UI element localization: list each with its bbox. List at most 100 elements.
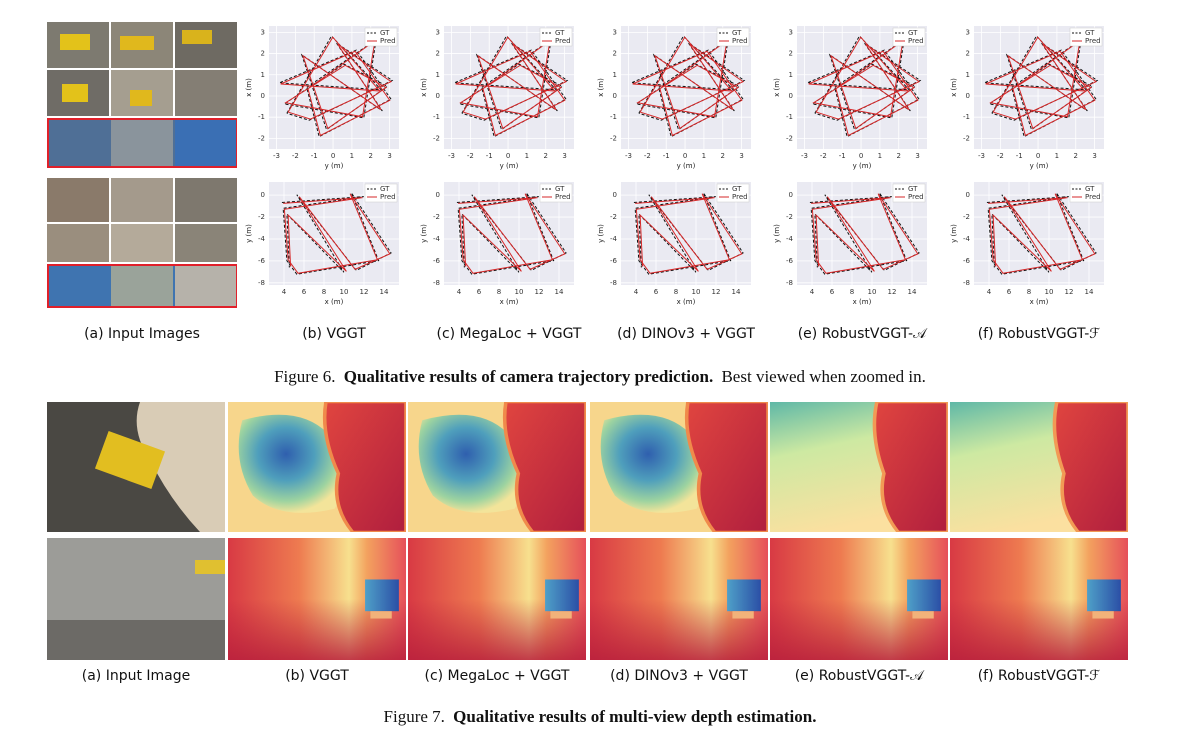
legend-label: GT (732, 185, 742, 193)
x-tick-label: 14 (1085, 288, 1094, 296)
y-tick-label: 3 (789, 28, 793, 36)
y-tick-label: -6 (786, 257, 794, 265)
x-tick-label: 2 (369, 152, 373, 160)
column-label: (f) RobustVGGT-ℱ (978, 668, 1101, 684)
column-labels: (a) Input Image (b) VGGT (c) MegaLoc + VGG… (82, 668, 1101, 684)
y-tick-label: 2 (436, 50, 440, 58)
x-tick-label: 3 (387, 152, 391, 160)
y-axis-label: y (m) (420, 224, 428, 243)
y-tick-label: -4 (258, 235, 266, 243)
y-tick-label: -6 (610, 257, 618, 265)
y-tick-label: 3 (966, 28, 970, 36)
x-tick-label: 12 (360, 288, 369, 296)
x-tick-label: 4 (987, 288, 992, 296)
y-axis-label: x (m) (245, 78, 253, 97)
x-tick-label: -1 (311, 152, 318, 160)
x-axis-label: x (m) (1030, 298, 1049, 306)
legend-label: GT (555, 185, 565, 193)
x-tick-label: -3 (801, 152, 808, 160)
y-axis-label: x (m) (773, 78, 781, 97)
x-tick-label: 14 (555, 288, 564, 296)
y-tick-label: 2 (966, 50, 970, 58)
y-tick-label: 1 (966, 71, 970, 79)
legend-label: Pred (1085, 193, 1101, 201)
x-tick-label: 1 (1055, 152, 1059, 160)
x-tick-label: 4 (457, 288, 462, 296)
legend-label: Pred (555, 193, 571, 201)
column-label: (c) MegaLoc + VGGT (436, 326, 581, 342)
column-label: (d) DINOv3 + VGGT (617, 326, 755, 342)
x-tick-label: 3 (915, 152, 919, 160)
x-tick-label: -3 (978, 152, 985, 160)
x-axis-label: y (m) (853, 162, 872, 170)
legend-label: GT (380, 185, 390, 193)
x-tick-label: 8 (322, 288, 326, 296)
x-tick-label: 2 (897, 152, 901, 160)
y-tick-label: 2 (261, 50, 265, 58)
x-tick-label: -3 (448, 152, 455, 160)
column-label: (e) RobustVGGT-𝒜 (798, 326, 928, 342)
x-tick-label: 3 (739, 152, 743, 160)
y-axis-label: y (m) (597, 224, 605, 243)
caption-label: Figure 6. (274, 367, 335, 386)
y-tick-label: -6 (258, 257, 266, 265)
x-tick-label: 1 (525, 152, 529, 160)
y-tick-label: -2 (963, 134, 970, 142)
y-tick-label: 0 (613, 92, 617, 100)
column-label: (d) DINOv3 + VGGT (610, 668, 748, 684)
x-tick-label: -2 (644, 152, 651, 160)
y-tick-label: 3 (613, 28, 617, 36)
y-tick-label: -2 (610, 213, 617, 221)
column-label: (a) Input Image (82, 668, 191, 684)
x-tick-label: 6 (830, 288, 835, 296)
column-label: (b) VGGT (302, 326, 366, 342)
legend-label: GT (732, 29, 742, 37)
legend-label: Pred (908, 37, 924, 45)
legend-label: Pred (555, 37, 571, 45)
caption-title: Qualitative results of camera trajectory… (344, 367, 714, 386)
y-tick-label: 2 (613, 50, 617, 58)
x-tick-label: -1 (486, 152, 493, 160)
x-tick-label: 14 (732, 288, 741, 296)
y-tick-label: -8 (963, 279, 970, 287)
x-tick-label: -2 (820, 152, 827, 160)
y-tick-label: -1 (610, 113, 617, 121)
x-tick-label: -1 (839, 152, 846, 160)
y-tick-label: 0 (789, 191, 793, 199)
y-tick-label: -1 (258, 113, 265, 121)
column-label: (f) RobustVGGT-ℱ (978, 326, 1101, 342)
y-tick-label: -2 (786, 134, 793, 142)
x-tick-label: 2 (544, 152, 548, 160)
x-tick-label: 6 (477, 288, 482, 296)
x-tick-label: -2 (292, 152, 299, 160)
x-tick-label: -2 (467, 152, 474, 160)
y-tick-label: 0 (261, 191, 265, 199)
legend-label: GT (1085, 29, 1095, 37)
column-label: (c) MegaLoc + VGGT (424, 668, 569, 684)
y-axis-label: x (m) (420, 78, 428, 97)
y-tick-label: 3 (436, 28, 440, 36)
x-axis-label: y (m) (1030, 162, 1049, 170)
y-axis-label: x (m) (597, 78, 605, 97)
y-tick-label: -6 (963, 257, 971, 265)
y-axis-label: y (m) (950, 224, 958, 243)
x-tick-label: 12 (1065, 288, 1074, 296)
x-tick-label: 6 (654, 288, 659, 296)
x-tick-label: -1 (1016, 152, 1023, 160)
x-tick-label: 6 (302, 288, 307, 296)
y-axis-label: y (m) (245, 224, 253, 243)
caption: Figure 6. Qualitative results of camera … (274, 367, 926, 386)
x-tick-label: 1 (878, 152, 882, 160)
x-axis-label: x (m) (677, 298, 696, 306)
y-axis-label: y (m) (773, 224, 781, 243)
x-tick-label: 8 (1027, 288, 1031, 296)
x-tick-label: 12 (888, 288, 897, 296)
